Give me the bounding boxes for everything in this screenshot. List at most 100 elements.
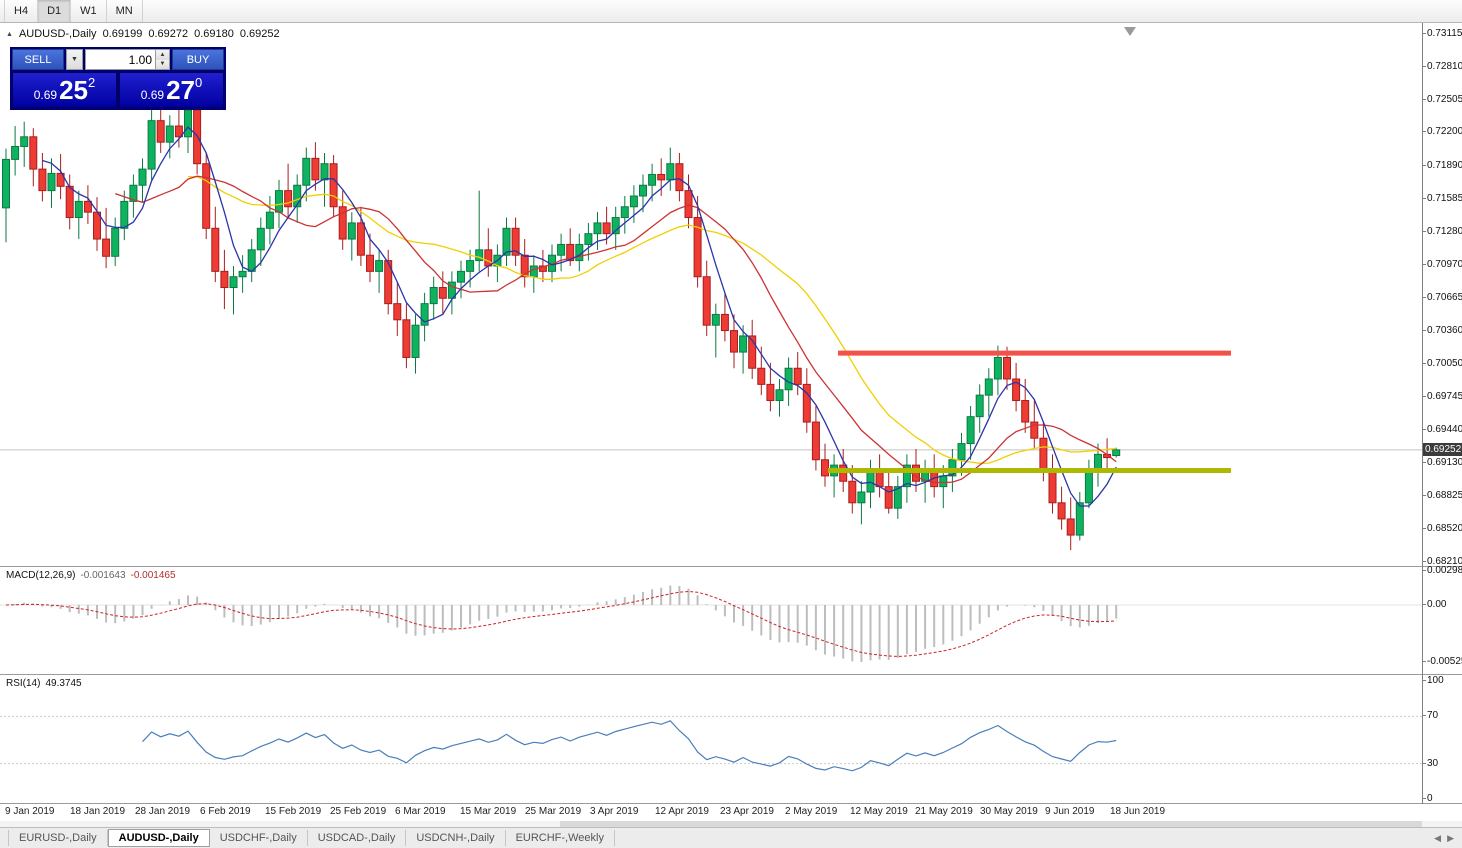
buy-price-big: 27 <box>166 75 196 105</box>
rsi-label: RSI(14) 49.3745 <box>6 678 82 689</box>
macd-axis-label: 0.002984 <box>1423 566 1462 576</box>
current-price-tag: 0.69252 <box>1423 442 1462 456</box>
timeframe-button-mn[interactable]: MN <box>107 0 143 22</box>
panel-separator <box>0 803 1462 804</box>
macd-indicator-panel[interactable] <box>0 567 1422 674</box>
chart-tab-eurusd-daily[interactable]: EURUSD-,Daily <box>8 830 108 846</box>
price-axis-label: 0.70360 <box>1422 324 1462 336</box>
date-axis-label: 18 Jan 2019 <box>70 806 126 817</box>
date-axis-label: 6 Feb 2019 <box>200 806 251 817</box>
volume-stepper: ▲ ▼ <box>156 49 170 70</box>
tabs-scroll-right-button[interactable]: ▶ <box>1447 832 1454 843</box>
timeframe-button-h4[interactable]: H4 <box>4 0 39 22</box>
date-axis-label: 30 May 2019 <box>980 806 1038 817</box>
price-axis-label: 0.68520 <box>1422 522 1462 534</box>
price-axis-label: 0.71585 <box>1422 192 1462 204</box>
one-click-trading-panel: SELL ▼ ▲ ▼ BUY 0.69 25 2 0.69 27 0 <box>10 47 226 110</box>
macd-axis-label: -0.005256 <box>1422 657 1462 667</box>
volume-dropdown-button[interactable]: ▼ <box>66 49 83 70</box>
timeframe-button-w1[interactable]: W1 <box>71 0 107 22</box>
price-axis-label: 0.69440 <box>1422 423 1462 435</box>
date-axis-label: 25 Mar 2019 <box>525 806 582 817</box>
rsi-axis-label: 30 <box>1422 757 1439 769</box>
panel-separator[interactable] <box>0 566 1462 567</box>
price-axis-label: 0.69130 <box>1422 456 1462 468</box>
date-axis-label: 3 Apr 2019 <box>590 806 639 817</box>
sell-price-base: 0.69 <box>33 88 58 102</box>
chart-collapse-icon[interactable]: ▲ <box>6 30 13 38</box>
rsi-indicator-panel[interactable] <box>0 675 1422 803</box>
date-axis-label: 12 Apr 2019 <box>655 806 709 817</box>
chart-tab-usdcnh-daily[interactable]: USDCNH-,Daily <box>406 830 506 846</box>
macd-axis-label: 0.00 <box>1422 599 1447 610</box>
price-axis-label: 0.68825 <box>1422 489 1462 501</box>
date-axis-label: 28 Jan 2019 <box>135 806 191 817</box>
macd-name: MACD(12,26,9) <box>6 570 76 581</box>
chart-tab-audusd-daily[interactable]: AUDUSD-,Daily <box>107 829 210 847</box>
panel-separator[interactable] <box>0 674 1462 675</box>
timeframe-toolbar: H4 D1 W1 MN <box>0 0 1462 23</box>
last-bar-marker-icon <box>1124 27 1136 36</box>
macd-signal-value: -0.001465 <box>130 570 176 581</box>
sell-price-sup: 2 <box>88 75 96 90</box>
date-axis-label: 25 Feb 2019 <box>330 806 387 817</box>
date-axis-label: 12 May 2019 <box>850 806 908 817</box>
price-axis-label: 0.72200 <box>1422 126 1462 138</box>
date-axis-label: 15 Feb 2019 <box>265 806 322 817</box>
price-axis-label: 0.70970 <box>1422 258 1462 270</box>
buy-button[interactable]: BUY <box>172 49 224 70</box>
price-axis-label: 0.70665 <box>1422 291 1462 303</box>
rsi-value: 49.3745 <box>45 678 82 689</box>
rsi-name: RSI(14) <box>6 678 41 689</box>
date-axis[interactable]: 9 Jan 2019 18 Jan 2019 28 Jan 2019 6 Feb 20… <box>0 805 1422 820</box>
ohlc-open: 0.69199 <box>102 28 143 40</box>
date-axis-label: 9 Jan 2019 <box>5 806 55 817</box>
chart-tab-usdcad-daily[interactable]: USDCAD-,Daily <box>308 830 407 846</box>
date-axis-label: 9 Jun 2019 <box>1045 806 1095 817</box>
date-axis-label: 21 May 2019 <box>915 806 973 817</box>
rsi-axis-label: 70 <box>1422 710 1439 722</box>
chart-tab-bar: EURUSD-,Daily AUDUSD-,Daily USDCHF-,Daily U… <box>0 827 1462 848</box>
candlestick-chart[interactable] <box>0 23 1422 566</box>
rsi-axis-label: 100 <box>1423 675 1444 686</box>
date-axis-label: 2 May 2019 <box>785 806 838 817</box>
price-axis-label: 0.69745 <box>1422 390 1462 402</box>
buy-price-button[interactable]: 0.69 27 0 <box>119 72 224 108</box>
buy-price-base: 0.69 <box>140 88 165 102</box>
buy-price-sup: 0 <box>195 75 203 90</box>
ohlc-low: 0.69180 <box>194 28 234 40</box>
horizontal-scrollbar[interactable] <box>0 821 1462 827</box>
volume-down-icon[interactable]: ▼ <box>156 59 169 69</box>
price-axis-label: 0.72810 <box>1422 60 1462 72</box>
volume-input[interactable] <box>85 49 156 70</box>
price-axis-label: 0.72505 <box>1422 93 1462 105</box>
chart-tab-usdchf-daily[interactable]: USDCHF-,Daily <box>210 830 308 846</box>
rsi-axis-label: 0 <box>1423 793 1433 804</box>
macd-main-value: -0.001643 <box>80 570 126 581</box>
price-axis-label: 0.71890 <box>1422 159 1462 171</box>
sell-price-button[interactable]: 0.69 25 2 <box>12 72 117 108</box>
sell-price-big: 25 <box>59 75 89 105</box>
date-axis-label: 15 Mar 2019 <box>460 806 517 817</box>
price-axis-label: 0.70050 <box>1422 357 1462 369</box>
date-axis-label: 18 Jun 2019 <box>1110 806 1166 817</box>
date-axis-label: 23 Apr 2019 <box>720 806 774 817</box>
tabs-scroll-left-button[interactable]: ◀ <box>1434 832 1442 843</box>
chart-tab-eurchf-weekly[interactable]: EURCHF-,Weekly <box>506 830 615 846</box>
ohlc-high: 0.69272 <box>148 28 189 40</box>
price-axis-label: 0.73115 <box>1422 28 1462 39</box>
sell-button[interactable]: SELL <box>12 49 64 70</box>
volume-up-icon[interactable]: ▲ <box>156 50 169 60</box>
chart-header: ▲ AUDUSD-,Daily 0.69199 0.69272 0.69180 … <box>6 28 280 40</box>
timeframe-button-d1[interactable]: D1 <box>38 0 72 22</box>
ohlc-close: 0.69252 <box>239 28 280 40</box>
tab-navigation: ◀ ▶ <box>1434 833 1462 844</box>
scrollbar-thumb[interactable] <box>560 821 1422 827</box>
price-axis[interactable]: 0.69252 0.73115 0.72810 0.72505 0.72200 0.71… <box>1422 23 1462 804</box>
symbol-title: AUDUSD-,Daily <box>18 28 97 40</box>
date-axis-label: 6 Mar 2019 <box>395 806 446 817</box>
macd-label: MACD(12,26,9) -0.001643 -0.001465 <box>6 570 176 581</box>
price-axis-label: 0.71280 <box>1422 225 1462 237</box>
price-axis-label: 0.68210 <box>1422 556 1462 567</box>
